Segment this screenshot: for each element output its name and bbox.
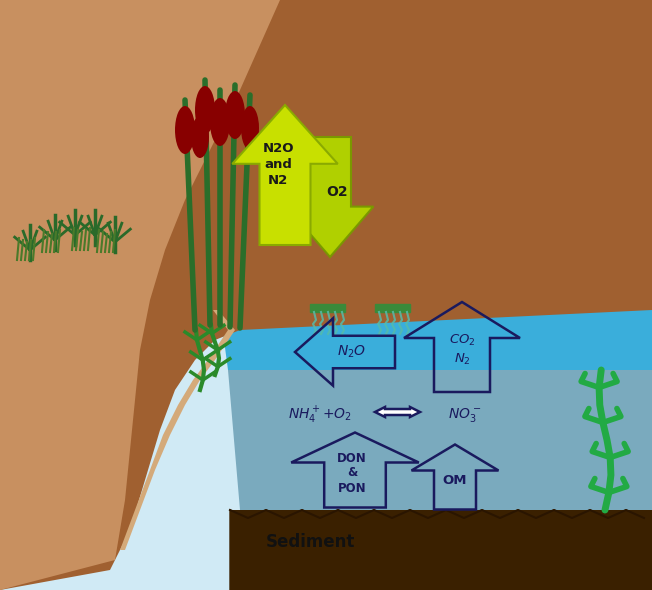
Text: OM: OM bbox=[443, 474, 467, 487]
Ellipse shape bbox=[225, 91, 245, 139]
Text: $NO_3^-$: $NO_3^-$ bbox=[449, 406, 482, 424]
Polygon shape bbox=[120, 310, 235, 550]
Text: $NH_4^+$$+O_2$: $NH_4^+$$+O_2$ bbox=[288, 404, 352, 425]
Polygon shape bbox=[230, 510, 652, 590]
Polygon shape bbox=[232, 105, 338, 245]
Polygon shape bbox=[220, 310, 652, 370]
Polygon shape bbox=[375, 407, 420, 417]
Circle shape bbox=[577, 7, 652, 83]
Ellipse shape bbox=[241, 106, 259, 150]
Ellipse shape bbox=[175, 106, 195, 154]
Polygon shape bbox=[230, 510, 652, 590]
Bar bbox=[310, 304, 345, 312]
Ellipse shape bbox=[195, 86, 215, 134]
Polygon shape bbox=[287, 137, 374, 257]
Text: N2O
and
N2: N2O and N2 bbox=[262, 143, 294, 188]
Text: DON
&
PON: DON & PON bbox=[337, 451, 367, 494]
Polygon shape bbox=[228, 370, 652, 510]
Text: $N_2O$: $N_2O$ bbox=[337, 344, 366, 360]
Bar bbox=[375, 304, 410, 312]
Ellipse shape bbox=[191, 116, 209, 158]
Ellipse shape bbox=[210, 98, 230, 146]
Text: Sediment: Sediment bbox=[265, 533, 355, 551]
Polygon shape bbox=[0, 0, 280, 590]
Text: O2: O2 bbox=[326, 185, 348, 199]
Text: $CO_2$
$N_2$: $CO_2$ $N_2$ bbox=[449, 333, 475, 367]
